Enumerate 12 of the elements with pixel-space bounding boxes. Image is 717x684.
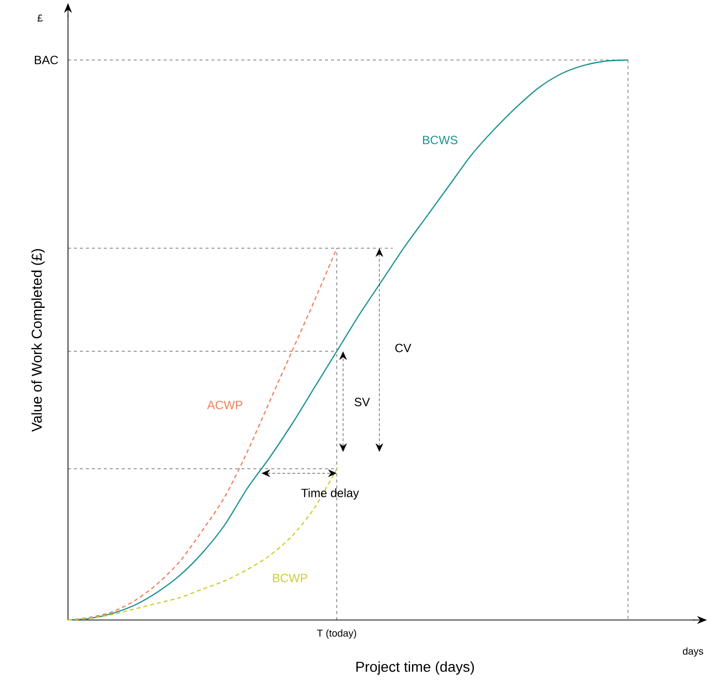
series-label: BCWS: [423, 136, 458, 144]
x-axis-title: Project time (days): [356, 661, 474, 675]
series-label: ACWP: [207, 400, 242, 410]
ref-line-label: BAC: [34, 56, 58, 64]
series-label: BCWP: [273, 574, 308, 582]
annotation: CV: [395, 344, 412, 352]
text: T (today): [317, 629, 356, 639]
annotation: Time delay: [301, 488, 359, 500]
text: days: [682, 647, 704, 657]
text: £: [38, 14, 43, 22]
y-axis-title: Value of Work Completed (£): [31, 249, 45, 432]
annotation: SV: [354, 398, 370, 406]
